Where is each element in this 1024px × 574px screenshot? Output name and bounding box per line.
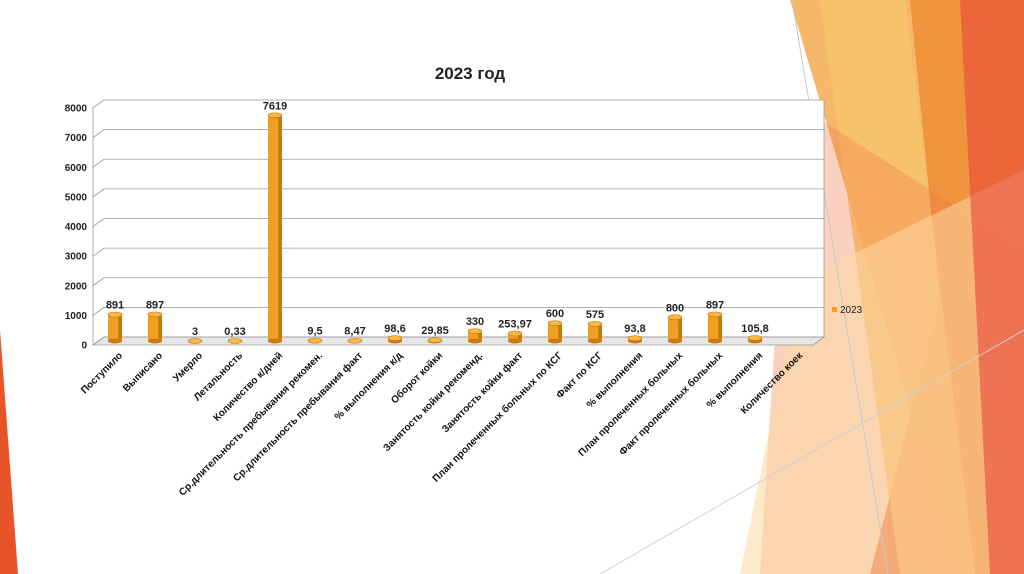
- data-label: 253,97: [498, 318, 532, 330]
- bars: [107, 112, 763, 344]
- y-tick-label: 2000: [65, 281, 88, 292]
- gridline-side: [92, 99, 105, 109]
- data-label: 0,33: [224, 326, 245, 338]
- bar: [387, 335, 403, 344]
- data-label: 8,47: [344, 326, 365, 338]
- data-label: 29,85: [421, 325, 449, 337]
- category-label: Занятость койки факт: [439, 350, 525, 436]
- gridline-side: [92, 277, 105, 287]
- bar: [587, 321, 603, 344]
- bar: [707, 311, 723, 344]
- bar: [547, 320, 563, 344]
- category-label: Ср.длительность пребывания рекомен.: [176, 349, 325, 498]
- data-label: 330: [466, 316, 484, 328]
- data-label: 897: [706, 299, 724, 311]
- legend: 2023: [832, 305, 863, 316]
- gridline-side: [92, 129, 105, 138]
- bar: [467, 328, 483, 344]
- category-label: Выписано: [121, 350, 165, 394]
- category-label: Умерло: [171, 350, 205, 384]
- legend-swatch: [832, 307, 837, 312]
- gridline-side: [92, 336, 105, 346]
- data-label: 98,6: [384, 323, 405, 335]
- bar: [147, 311, 163, 344]
- y-tick-label: 4000: [65, 222, 88, 233]
- bar: [227, 338, 243, 344]
- y-tick-label: 8000: [65, 104, 88, 115]
- data-label: 897: [146, 299, 164, 311]
- data-label: 93,8: [624, 323, 645, 335]
- gridline-side: [92, 307, 105, 316]
- category-label: Поступило: [79, 350, 125, 396]
- y-tick-label: 0: [81, 341, 87, 352]
- data-label: 9,5: [307, 326, 322, 338]
- bar: [107, 311, 123, 344]
- bar: [507, 330, 523, 344]
- data-label: 800: [666, 302, 684, 314]
- y-tick-label: 3000: [65, 252, 88, 263]
- data-label: 600: [546, 308, 564, 320]
- chart-title: 2023 год: [435, 64, 506, 83]
- data-label: 105,8: [741, 323, 769, 335]
- bar: [627, 335, 643, 344]
- bar: [347, 337, 363, 344]
- y-axis-ticks: 0 1000 2000 3000 4000 5000 6000 7000 8000: [65, 104, 88, 352]
- gridline-side: [92, 158, 105, 168]
- bar: [187, 338, 203, 344]
- bar: [267, 112, 283, 344]
- y-tick-label: 5000: [65, 192, 88, 203]
- gridline-side: [92, 188, 105, 198]
- data-label: 575: [586, 309, 604, 321]
- gridline-side: [92, 247, 105, 257]
- data-label: 891: [106, 300, 124, 312]
- data-label: 3: [192, 326, 198, 338]
- y-tick-label: 6000: [65, 163, 88, 174]
- gridlines: [92, 99, 824, 346]
- bar: [747, 335, 763, 344]
- bar: [667, 314, 683, 344]
- bar: [427, 337, 443, 344]
- bar: [307, 337, 323, 344]
- gridline-side: [92, 218, 105, 227]
- data-label: 7619: [263, 100, 287, 112]
- y-tick-label: 1000: [65, 311, 88, 322]
- y-tick-label: 7000: [65, 133, 88, 144]
- legend-label: 2023: [840, 305, 863, 316]
- category-label: % выполнения к/д: [333, 350, 406, 423]
- data-labels: 891 897 3 0,33 7619 9,5 8,47 98,6 29,85 330 253,97…: [106, 100, 769, 338]
- category-label: Количество к/дней: [212, 350, 286, 424]
